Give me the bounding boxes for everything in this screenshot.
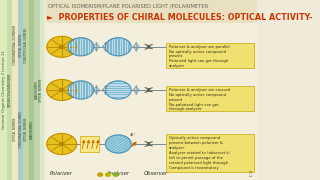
Text: CONFORMATIONAL ISOMERISM: CONFORMATIONAL ISOMERISM — [13, 25, 17, 65]
Text: OPTICAL ISOMERS: OPTICAL ISOMERS — [13, 118, 17, 141]
Text: Observer: Observer — [143, 171, 168, 176]
Circle shape — [60, 88, 64, 92]
Bar — [18, 0, 23, 180]
Text: CONFORMATIONAL ISOMERS: CONFORMATIONAL ISOMERS — [19, 111, 23, 148]
Bar — [46, 0, 257, 23]
Circle shape — [98, 173, 103, 176]
Text: Analyser: Analyser — [107, 171, 130, 176]
Bar — [29, 0, 34, 180]
Bar — [40, 0, 44, 180]
Circle shape — [105, 135, 131, 153]
Text: 🔊: 🔊 — [249, 172, 252, 177]
FancyBboxPatch shape — [166, 86, 254, 111]
FancyBboxPatch shape — [166, 43, 254, 68]
Circle shape — [148, 46, 150, 48]
Text: ►  PROPERTIES OF CHIRAL MOLECULES: OPTICAL ACTIVITY-: ► PROPERTIES OF CHIRAL MOLECULES: OPTICA… — [47, 13, 313, 22]
Bar — [46, 23, 257, 180]
Circle shape — [47, 80, 76, 100]
Circle shape — [148, 143, 150, 145]
Text: OPTICAL ISOMERISM/PLANE POLARISED LIGHT /POLARIMETER: OPTICAL ISOMERISM/PLANE POLARISED LIGHT … — [48, 4, 209, 9]
Circle shape — [47, 36, 76, 57]
Bar — [7, 0, 12, 180]
Text: ENANTIOMERS: ENANTIOMERS — [35, 81, 39, 99]
Circle shape — [60, 142, 64, 146]
Circle shape — [148, 89, 150, 91]
Text: CONSTITUTIONAL ISOMERS: CONSTITUTIONAL ISOMERS — [24, 27, 28, 63]
Circle shape — [68, 81, 94, 99]
Circle shape — [105, 81, 131, 99]
Text: Optically active compound
present between polarizer &
analyzer
Analyser rotated : Optically active compound present betwee… — [169, 136, 229, 170]
Circle shape — [60, 45, 64, 48]
Circle shape — [106, 173, 110, 176]
Text: Polarizer & analyser are crossed
No optically active compound
present
No polariz: Polarizer & analyser are crossed No opti… — [169, 88, 230, 111]
FancyBboxPatch shape — [166, 134, 254, 172]
Text: 45°: 45° — [130, 133, 136, 137]
Text: General Organic Chemistry 2 Lecture 11: General Organic Chemistry 2 Lecture 11 — [2, 51, 5, 129]
Text: STEREOISOMERISM: STEREOISOMERISM — [8, 73, 12, 107]
Bar — [23, 0, 29, 180]
Text: ENANTIOMERS: ENANTIOMERS — [29, 120, 33, 139]
Bar — [12, 0, 18, 180]
Circle shape — [113, 173, 118, 176]
Circle shape — [47, 134, 76, 154]
FancyBboxPatch shape — [80, 136, 99, 152]
Bar — [0, 0, 7, 180]
Circle shape — [68, 38, 94, 56]
Text: OPTICAL ISOMERS: OPTICAL ISOMERS — [24, 118, 28, 141]
Bar — [34, 0, 40, 180]
Text: OPTICAL ISOMERS: OPTICAL ISOMERS — [19, 33, 23, 57]
Text: Polarizer & analyser are parallel
No optically active compound
present
Polarized: Polarizer & analyser are parallel No opt… — [169, 45, 229, 68]
Circle shape — [105, 38, 131, 56]
Text: OPTICAL ISOMERS: OPTICAL ISOMERS — [39, 78, 44, 102]
Text: Polarizer: Polarizer — [50, 171, 73, 176]
